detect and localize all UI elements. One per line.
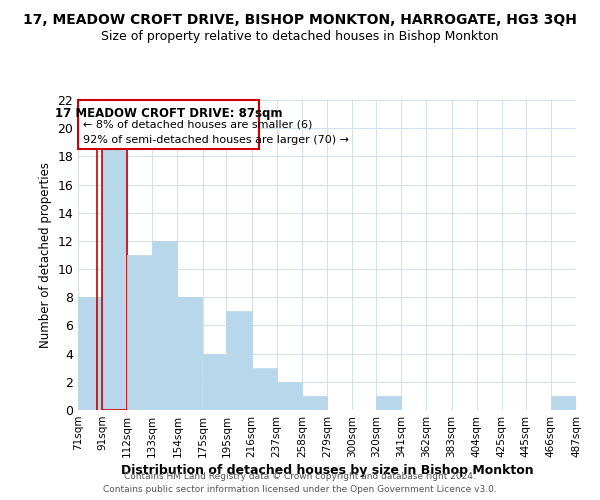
Bar: [152, 241, 178, 410]
Bar: [226, 312, 251, 410]
Bar: [127, 255, 152, 410]
Y-axis label: Number of detached properties: Number of detached properties: [39, 162, 52, 348]
FancyBboxPatch shape: [78, 100, 259, 150]
Text: 17, MEADOW CROFT DRIVE, BISHOP MONKTON, HARROGATE, HG3 3QH: 17, MEADOW CROFT DRIVE, BISHOP MONKTON, …: [23, 12, 577, 26]
Bar: [376, 396, 401, 410]
Bar: [277, 382, 302, 410]
Bar: [178, 298, 202, 410]
X-axis label: Distribution of detached houses by size in Bishop Monkton: Distribution of detached houses by size …: [121, 464, 533, 477]
Bar: [102, 142, 127, 410]
Text: Contains HM Land Registry data © Crown copyright and database right 2024.: Contains HM Land Registry data © Crown c…: [124, 472, 476, 481]
Text: 92% of semi-detached houses are larger (70) →: 92% of semi-detached houses are larger (…: [83, 136, 349, 145]
Bar: [302, 396, 327, 410]
Text: 17 MEADOW CROFT DRIVE: 87sqm: 17 MEADOW CROFT DRIVE: 87sqm: [55, 108, 282, 120]
Text: ← 8% of detached houses are smaller (6): ← 8% of detached houses are smaller (6): [83, 120, 313, 130]
Bar: [251, 368, 277, 410]
Bar: [203, 354, 226, 410]
Text: Size of property relative to detached houses in Bishop Monkton: Size of property relative to detached ho…: [101, 30, 499, 43]
Bar: [551, 396, 576, 410]
Bar: [78, 298, 102, 410]
Text: Contains public sector information licensed under the Open Government Licence v3: Contains public sector information licen…: [103, 485, 497, 494]
